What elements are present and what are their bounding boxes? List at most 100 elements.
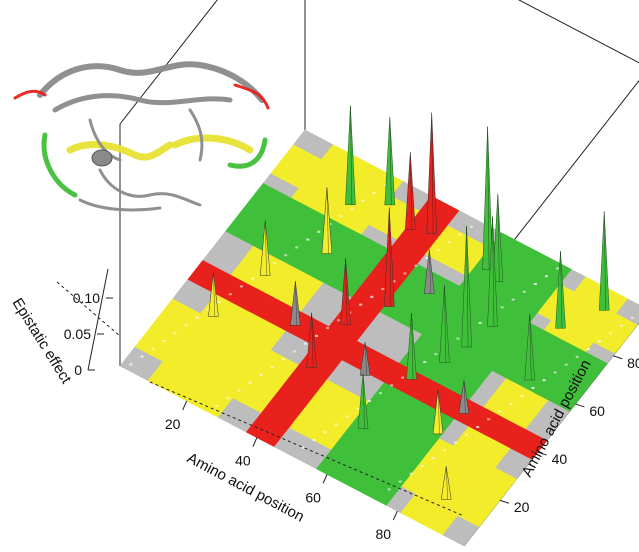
- floor-texture: [447, 241, 451, 244]
- floor-texture: [248, 381, 252, 384]
- floor-texture: [420, 464, 424, 467]
- floor-texture: [420, 464, 424, 467]
- floor-texture: [423, 360, 427, 363]
- peak-22: [306, 312, 317, 369]
- floor-texture: [151, 347, 155, 350]
- protein-ribbon-4: [41, 132, 78, 198]
- floor-texture: [151, 347, 155, 350]
- y-tick-label: 80: [627, 355, 639, 371]
- floor-texture: [378, 392, 382, 395]
- floor-texture: [140, 355, 144, 358]
- protein-ribbon-3: [171, 134, 254, 154]
- floor-texture: [195, 316, 199, 319]
- floor-texture: [555, 267, 559, 270]
- floor-texture: [317, 230, 321, 233]
- floor-texture: [228, 293, 232, 296]
- floor-texture: [555, 267, 559, 270]
- floor-texture: [306, 238, 310, 241]
- x-tick-label: 80: [376, 526, 392, 542]
- floor-texture: [339, 215, 343, 218]
- floor-texture: [401, 376, 405, 379]
- floor-texture: [575, 355, 579, 358]
- box-top-edge: [119, 0, 639, 125]
- floor-texture: [270, 366, 274, 369]
- floor-texture: [345, 415, 349, 418]
- peak-0: [598, 211, 610, 311]
- protein-ribbon-5: [227, 137, 268, 169]
- peak-5: [345, 105, 356, 205]
- floor-texture: [520, 394, 524, 397]
- floor-texture: [447, 241, 451, 244]
- peak-ridge-2: [431, 112, 434, 234]
- floor-texture: [281, 358, 285, 361]
- x-tick-mark: [182, 400, 188, 411]
- floor-texture: [361, 199, 365, 202]
- floor-texture: [367, 399, 371, 402]
- floor-texture: [370, 295, 374, 298]
- floor-texture: [509, 402, 513, 405]
- floor-texture: [359, 303, 363, 306]
- floor-texture: [619, 324, 623, 327]
- floor-texture: [403, 272, 407, 275]
- floor-texture: [237, 389, 241, 392]
- floor-texture: [312, 438, 316, 441]
- floor-texture: [337, 319, 341, 322]
- floor-texture: [597, 340, 601, 343]
- floor-texture: [553, 371, 557, 374]
- floor-texture: [326, 327, 330, 330]
- floor-texture: [443, 449, 446, 452]
- floor-texture: [312, 438, 316, 441]
- peak-ridge-13: [529, 314, 532, 381]
- peak-9: [487, 216, 498, 327]
- peak-19: [458, 380, 470, 414]
- floor-texture: [456, 337, 460, 340]
- peak-ridge-4: [487, 126, 490, 270]
- floor-texture: [511, 298, 515, 301]
- floor-texture: [228, 293, 232, 296]
- floor-texture: [597, 340, 601, 343]
- floor-texture: [334, 423, 338, 426]
- floor-texture: [239, 285, 243, 288]
- floor-texture: [500, 306, 504, 309]
- floor-texture: [250, 277, 254, 280]
- floor-texture: [531, 387, 535, 390]
- floor-texture: [259, 373, 263, 376]
- peak-ridge-24: [362, 373, 365, 429]
- floor-texture: [306, 238, 310, 241]
- floor-texture: [414, 264, 418, 267]
- peak-ridge-9: [492, 216, 495, 327]
- floor-texture: [215, 405, 219, 408]
- floor-texture: [476, 426, 480, 429]
- peak-10: [321, 187, 333, 254]
- floor-texture: [217, 300, 221, 303]
- floor-texture: [237, 389, 241, 392]
- floor-texture: [465, 433, 469, 436]
- peak-ridge-7: [560, 251, 563, 329]
- y-tick-label: 40: [552, 451, 568, 467]
- peak-ridge-1: [389, 116, 392, 205]
- peak-16: [340, 258, 351, 325]
- peak-ridge-3: [410, 152, 413, 230]
- floor-texture: [367, 399, 371, 402]
- floor-texture: [301, 446, 305, 449]
- floor-texture: [381, 288, 385, 291]
- chart-floor-grid: [119, 129, 639, 547]
- floor-texture: [301, 446, 305, 449]
- y-tick-label: 20: [514, 499, 530, 515]
- floor-texture: [465, 433, 469, 436]
- peak-ridge-23: [437, 389, 440, 434]
- floor-texture: [436, 249, 440, 252]
- peak-2: [426, 112, 437, 234]
- floor-texture: [425, 256, 429, 259]
- floor-texture: [619, 324, 623, 327]
- protein-ribbon-11: [78, 198, 162, 212]
- floor-texture: [248, 381, 252, 384]
- floor-texture: [544, 275, 548, 278]
- floor-texture: [345, 415, 349, 418]
- floor-texture: [314, 334, 318, 337]
- floor-texture: [301, 446, 305, 449]
- floor-texture: [423, 360, 427, 363]
- protein-ribbon-9: [88, 118, 122, 162]
- peak-ridge-15: [264, 220, 267, 276]
- floor-texture: [586, 348, 590, 351]
